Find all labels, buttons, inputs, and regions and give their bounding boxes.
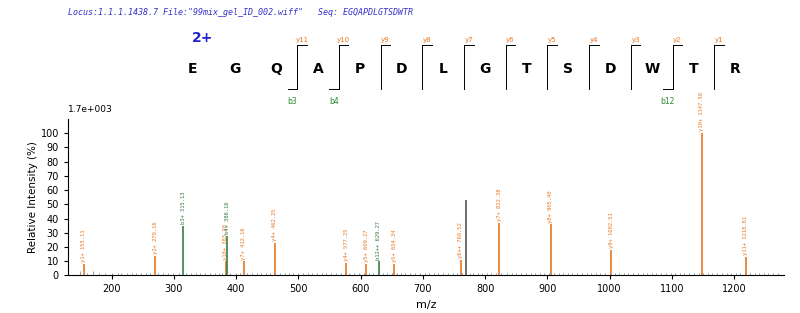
Text: T: T: [689, 62, 698, 76]
Text: y9: y9: [381, 37, 390, 43]
Text: y8+ 905.40: y8+ 905.40: [548, 190, 554, 223]
Text: y9+ 1002.51: y9+ 1002.51: [609, 213, 614, 248]
Text: Q: Q: [270, 62, 282, 76]
Text: y10+ 383.20: y10+ 383.20: [223, 224, 228, 259]
Text: y11+ 1218.61: y11+ 1218.61: [743, 216, 748, 255]
Text: Locus:1.1.1.1438.7 File:"99mix_gel_ID_002.wiff"   Seq: EGQAPDLGTSDWTR: Locus:1.1.1.1438.7 File:"99mix_gel_ID_00…: [68, 8, 413, 17]
Text: L: L: [438, 62, 447, 76]
Text: y5+ 654.34: y5+ 654.34: [392, 230, 397, 262]
Y-axis label: Relative Intensity (%): Relative Intensity (%): [28, 141, 38, 253]
Text: y7+ 412.16: y7+ 412.16: [241, 227, 246, 259]
Text: y8: y8: [422, 37, 431, 43]
Text: E: E: [188, 62, 198, 76]
Text: y6: y6: [506, 37, 515, 43]
Text: y3: y3: [631, 37, 640, 43]
Text: D: D: [396, 62, 407, 76]
Text: y2: y2: [673, 37, 682, 43]
Text: G: G: [479, 62, 490, 76]
Text: P: P: [354, 62, 365, 76]
Text: D: D: [604, 62, 616, 76]
Text: y7: y7: [465, 37, 473, 43]
Text: b12: b12: [661, 97, 675, 106]
Text: G: G: [229, 62, 240, 76]
Text: y5+ 609.27: y5+ 609.27: [364, 230, 369, 262]
Text: b4: b4: [329, 97, 339, 106]
Text: y4+ 577.25: y4+ 577.25: [344, 228, 349, 261]
Text: y6++ 760.52: y6++ 760.52: [458, 222, 463, 258]
Text: b3+ 315.13: b3+ 315.13: [181, 192, 186, 224]
Text: y10: y10: [337, 37, 350, 43]
Text: y1: y1: [714, 37, 723, 43]
Text: R: R: [730, 62, 741, 76]
Text: T: T: [522, 62, 531, 76]
Text: A: A: [313, 62, 323, 76]
Text: 2+: 2+: [192, 31, 214, 44]
Text: y7+ 822.38: y7+ 822.38: [497, 189, 502, 221]
Text: y4+ 462.25: y4+ 462.25: [272, 208, 278, 241]
Text: S: S: [563, 62, 574, 76]
Text: y11: y11: [295, 37, 309, 43]
Text: b3: b3: [287, 97, 298, 106]
X-axis label: m/z: m/z: [416, 300, 436, 310]
Text: y4: y4: [590, 37, 598, 43]
Text: W: W: [644, 62, 659, 76]
Text: b4+ 386.16: b4+ 386.16: [225, 201, 230, 234]
Text: y10+ 1147.58: y10+ 1147.58: [699, 92, 704, 131]
Text: b12++ 629.27: b12++ 629.27: [376, 220, 382, 259]
Text: y5: y5: [548, 37, 557, 43]
Text: y2+ 270.16: y2+ 270.16: [153, 221, 158, 254]
Text: 1.7e+003: 1.7e+003: [68, 105, 113, 114]
Text: y1+ 155.11: y1+ 155.11: [81, 230, 86, 262]
